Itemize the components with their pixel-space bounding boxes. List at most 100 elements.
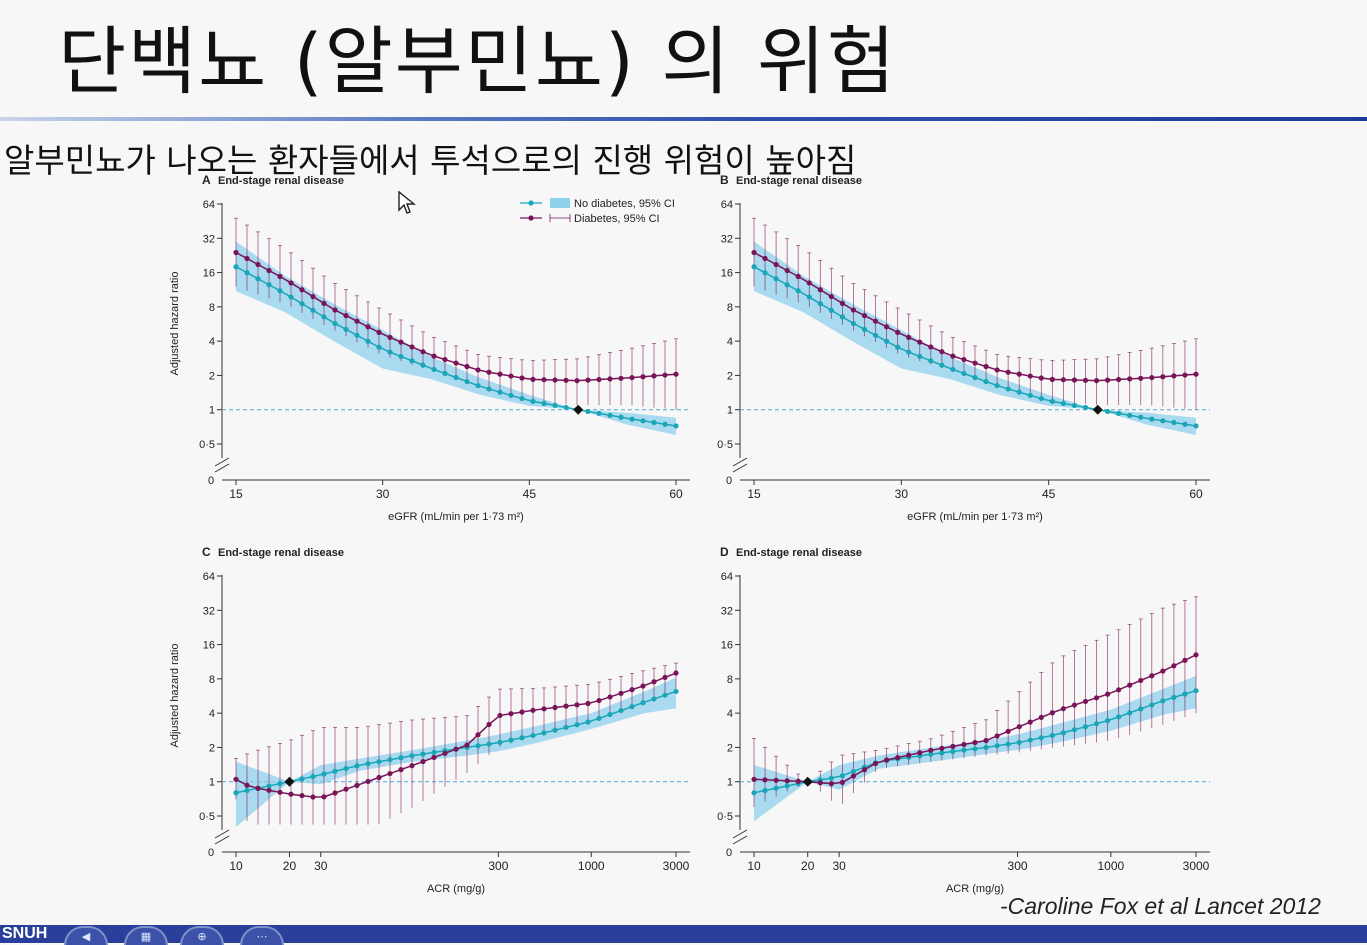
panel-a-ytick-label: 0·5 (199, 439, 215, 451)
panel-b-no-diabetes-point (1060, 400, 1066, 407)
footer-back-button[interactable]: ◀ (64, 926, 108, 945)
panel-b-diabetes-point (1116, 376, 1122, 383)
panel-d-diabetes-point (751, 776, 757, 782)
panel-c-no-diabetes-point (343, 765, 349, 772)
panel-a-legend-marker (528, 200, 534, 206)
panel-d-no-diabetes-point (1182, 691, 1188, 697)
panel-b-diabetes-point (1138, 375, 1144, 381)
panel-d-diabetes-point (1027, 719, 1033, 725)
panel-c-no-diabetes-point (376, 759, 382, 765)
panel-b-no-diabetes-point (1005, 386, 1011, 392)
panel-c-diabetes-point (398, 767, 404, 773)
panel-b-y-zero: 0 (726, 475, 732, 487)
panel-b-diabetes-point (872, 318, 879, 324)
panel-a-no-diabetes-point (266, 282, 272, 288)
panel-c-diabetes-point (420, 758, 426, 765)
panel-b-axis-break (732, 457, 748, 473)
panel-d-diabetes-point (784, 778, 790, 784)
panel-a-no-diabetes-point (409, 358, 415, 364)
panel-c-no-diabetes-point (365, 761, 371, 767)
panel-b-no-diabetes-point (850, 320, 857, 327)
panel-d-xtick-label: 10 (747, 859, 761, 873)
panel-a-no-diabetes-point (343, 326, 349, 332)
panel-c-no-diabetes-point (530, 732, 536, 739)
panel-a-no-diabetes-point (431, 366, 437, 373)
panel-a-diabetes-point (299, 287, 305, 293)
panel-a-no-diabetes-point (244, 270, 250, 276)
panel-b-diabetes-point (1038, 375, 1044, 381)
panel-a-legend-band (550, 198, 570, 208)
footer-slides-button[interactable]: ▦ (124, 926, 168, 945)
panel-a-no-diabetes-point (365, 338, 371, 344)
panel-d-diabetes-point (895, 754, 901, 761)
panel-c-diabetes-point (288, 791, 294, 797)
panel-a-diabetes-point (552, 377, 558, 383)
panel-a-diabetes-point (310, 293, 316, 300)
panel-d-no-diabetes-point (1071, 727, 1078, 733)
panel-c-diabetes-point (629, 687, 635, 693)
panel-c-no-diabetes-point (585, 719, 591, 725)
panel-d-diabetes-point (1193, 652, 1199, 658)
panel-b-ytick-label: 16 (721, 268, 733, 280)
panel-a-diabetes-point (321, 300, 327, 306)
panel-b-no-diabetes-point (906, 349, 912, 355)
panel-c-diabetes-point (266, 787, 272, 793)
panel-d-no-diabetes-point (961, 747, 967, 753)
citation: -Caroline Fox et al Lancet 2012 (1000, 893, 1321, 919)
panel-b-diabetes-point (773, 261, 779, 268)
panel-a-no-diabetes-point (618, 414, 624, 420)
panel-a-xtick-label: 15 (229, 487, 243, 501)
panel-c-no-diabetes-point (651, 696, 657, 702)
panel-d-diabetes-point (917, 750, 923, 756)
panel-a-no-diabetes-point (233, 264, 239, 270)
panel-c-ylabel: Adjusted hazard ratio (169, 644, 181, 748)
panel-a-no-diabetes-ci-band (236, 241, 676, 435)
panel-d-diabetes-point (861, 767, 868, 773)
panel-a-no-diabetes-point (376, 344, 382, 350)
panel-c-no-diabetes-point (420, 751, 426, 757)
panel-c-no-diabetes-point (519, 735, 525, 741)
panel-a-diabetes-point (442, 356, 448, 363)
panel-b-no-diabetes-point (773, 276, 779, 282)
panel-b-no-diabetes-point (817, 301, 823, 307)
panel-a-diabetes-point (497, 371, 503, 377)
panel-b-no-diabetes-point (1193, 423, 1199, 429)
panel-d-diabetes-point (795, 778, 801, 784)
panel-d-diabetes-point (839, 779, 846, 785)
panel-d-no-diabetes-point (773, 785, 779, 791)
panel-c-no-diabetes-point (629, 704, 635, 710)
footer-zoom-button[interactable]: ⊕ (180, 926, 224, 945)
panel-d-no-diabetes-point (1171, 694, 1177, 700)
panel-c-diabetes-point (299, 792, 305, 799)
panel-a-diabetes-point (662, 372, 668, 378)
panel-a-ytick-label: 1 (209, 405, 215, 417)
panel-a-no-diabetes-point (585, 408, 591, 415)
panel-c-xtick-label: 30 (314, 859, 328, 873)
panel-a-no-diabetes-point (387, 349, 393, 355)
footer-more-button[interactable]: ⋯ (240, 926, 284, 945)
panel-d-diabetes-point (939, 745, 945, 751)
panel-d-no-diabetes-point (784, 783, 790, 789)
panel-d-no-diabetes-point (1027, 737, 1033, 743)
panel-c-diabetes-point (618, 690, 624, 696)
panel-a-diabetes-point (376, 329, 382, 335)
panel-a-no-diabetes-point (332, 320, 338, 327)
panel-c-no-diabetes-point (607, 711, 613, 718)
panel-c-no-diabetes-point (398, 755, 404, 761)
panel-c-no-diabetes-point (618, 707, 624, 714)
panel-d-ytick-label: 64 (721, 571, 733, 583)
panel-c-diabetes-point (387, 770, 393, 777)
panel-a-letter: A (202, 173, 211, 187)
panel-b-no-diabetes-point (1160, 418, 1166, 424)
panel-b-diabetes-point (1093, 378, 1100, 384)
panel-a-diabetes-point (244, 255, 250, 262)
panel-b-diabetes-point (928, 344, 934, 350)
panel-d-no-diabetes-point (1116, 714, 1122, 720)
panel-b-no-diabetes-point (917, 353, 923, 360)
panel-d-diabetes-point (972, 739, 978, 746)
panel-c-diabetes-point (530, 707, 536, 713)
mouse-cursor-icon (397, 190, 419, 220)
panel-a-diabetes-point (607, 376, 613, 382)
panel-c-ytick-label: 0·5 (199, 811, 215, 823)
panel-d-ytick-label: 32 (721, 605, 733, 617)
